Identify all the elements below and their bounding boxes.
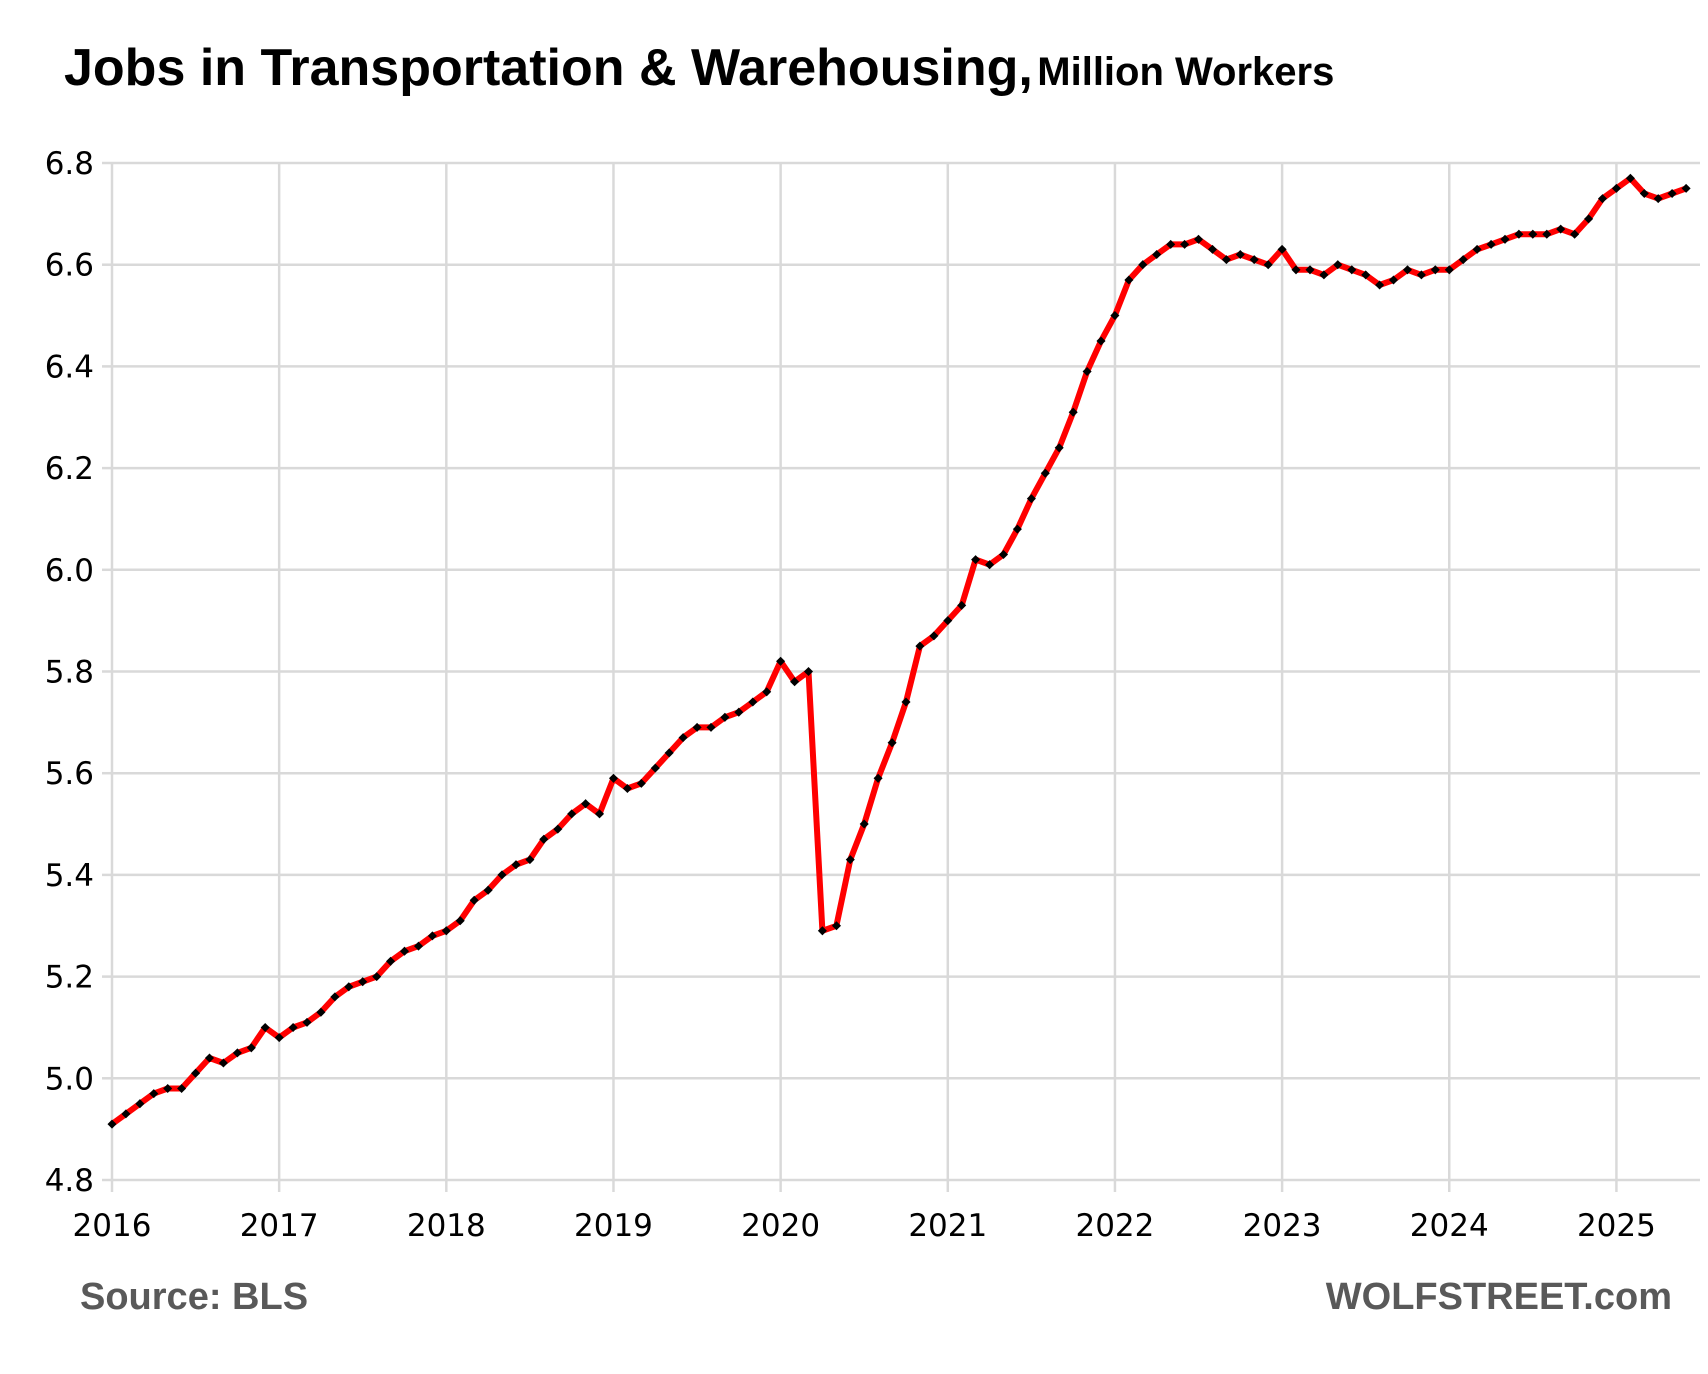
data-point [985, 560, 995, 570]
data-point [887, 738, 897, 748]
data-point [692, 722, 702, 732]
data-point [776, 656, 786, 666]
data-point [539, 834, 549, 844]
chart-title-unit: Million Workers [1037, 50, 1335, 94]
data-point [831, 921, 841, 931]
y-tick-label: 5.8 [45, 655, 94, 691]
data-point [581, 799, 591, 809]
data-point [1012, 524, 1022, 534]
data-point [525, 855, 535, 865]
x-tick-label: 2025 [1577, 1208, 1656, 1244]
x-tick-label: 2023 [1243, 1208, 1322, 1244]
data-point [567, 809, 577, 819]
data-point [678, 733, 688, 743]
horizontal-gridlines [112, 161, 1700, 1080]
data-point [622, 783, 632, 794]
data-point [803, 666, 814, 677]
data-point [859, 819, 869, 829]
series-group [107, 173, 1691, 1129]
data-point [845, 855, 855, 865]
y-axis-ticks: 4.8 5.0 5.2 5.4 5.6 5.8 6.0 6.2 6.4 6.6 6.8 [45, 146, 94, 1199]
data-point [553, 824, 563, 834]
data-point [497, 870, 507, 880]
data-point [720, 712, 730, 722]
data-point [998, 549, 1009, 560]
data-point [790, 677, 800, 687]
x-tick-label: 2019 [574, 1208, 653, 1244]
data-point [734, 707, 744, 717]
data-point [636, 778, 646, 788]
data-point [664, 748, 674, 758]
brand-label: WOLFSTREET.com [1325, 1276, 1672, 1318]
data-point [706, 722, 716, 732]
y-tick-label: 6.4 [45, 349, 94, 385]
y-tick-label: 6.0 [45, 553, 94, 589]
y-tick-label: 5.6 [45, 756, 94, 792]
data-point [399, 946, 410, 956]
data-point [901, 697, 911, 707]
data-point [762, 687, 772, 697]
source-label: Source: BLS [80, 1276, 309, 1318]
x-tick-label: 2018 [407, 1208, 486, 1244]
data-point [915, 641, 925, 651]
data-point [302, 1017, 312, 1027]
data-point [608, 773, 619, 783]
data-point [469, 895, 479, 905]
data-point [971, 555, 981, 565]
y-tick-label: 4.8 [45, 1163, 94, 1199]
data-point [1528, 229, 1538, 239]
data-point [511, 860, 521, 870]
x-tick-label: 2022 [1075, 1208, 1154, 1244]
x-tick-label: 2024 [1410, 1208, 1489, 1244]
axes [102, 161, 1700, 1182]
data-point [817, 926, 827, 936]
x-tick-label: 2021 [908, 1208, 987, 1244]
data-point [748, 697, 758, 707]
y-tick-label: 6.2 [45, 451, 94, 487]
data-point [594, 809, 605, 819]
data-point [372, 972, 382, 982]
y-tick-label: 6.6 [45, 248, 94, 284]
x-tick-label: 2016 [73, 1208, 152, 1244]
data-point [873, 773, 883, 783]
data-point [413, 941, 424, 951]
x-tick-label: 2017 [240, 1208, 319, 1244]
chart-title-main: Jobs in Transportation & Warehousing, [64, 39, 1033, 97]
data-point [455, 916, 465, 926]
data-point [358, 977, 368, 987]
data-point [650, 763, 660, 773]
data-point [943, 616, 953, 626]
y-tick-label: 5.2 [45, 960, 94, 996]
data-point [483, 885, 493, 895]
x-tick-label: 2020 [741, 1208, 820, 1244]
data-point [929, 631, 939, 641]
chart-title: Jobs in Transportation & Warehousing, Mi… [64, 38, 1334, 98]
x-axis-ticks: 2016 2017 2018 2019 2020 2021 2022 2023 2024 2025 [73, 1180, 1656, 1244]
data-point [1235, 249, 1245, 260]
data-point [957, 600, 967, 610]
data-point [386, 956, 396, 966]
y-tick-label: 5.4 [45, 858, 94, 894]
y-tick-label: 5.0 [45, 1061, 94, 1097]
y-tick-label: 6.8 [45, 146, 94, 182]
